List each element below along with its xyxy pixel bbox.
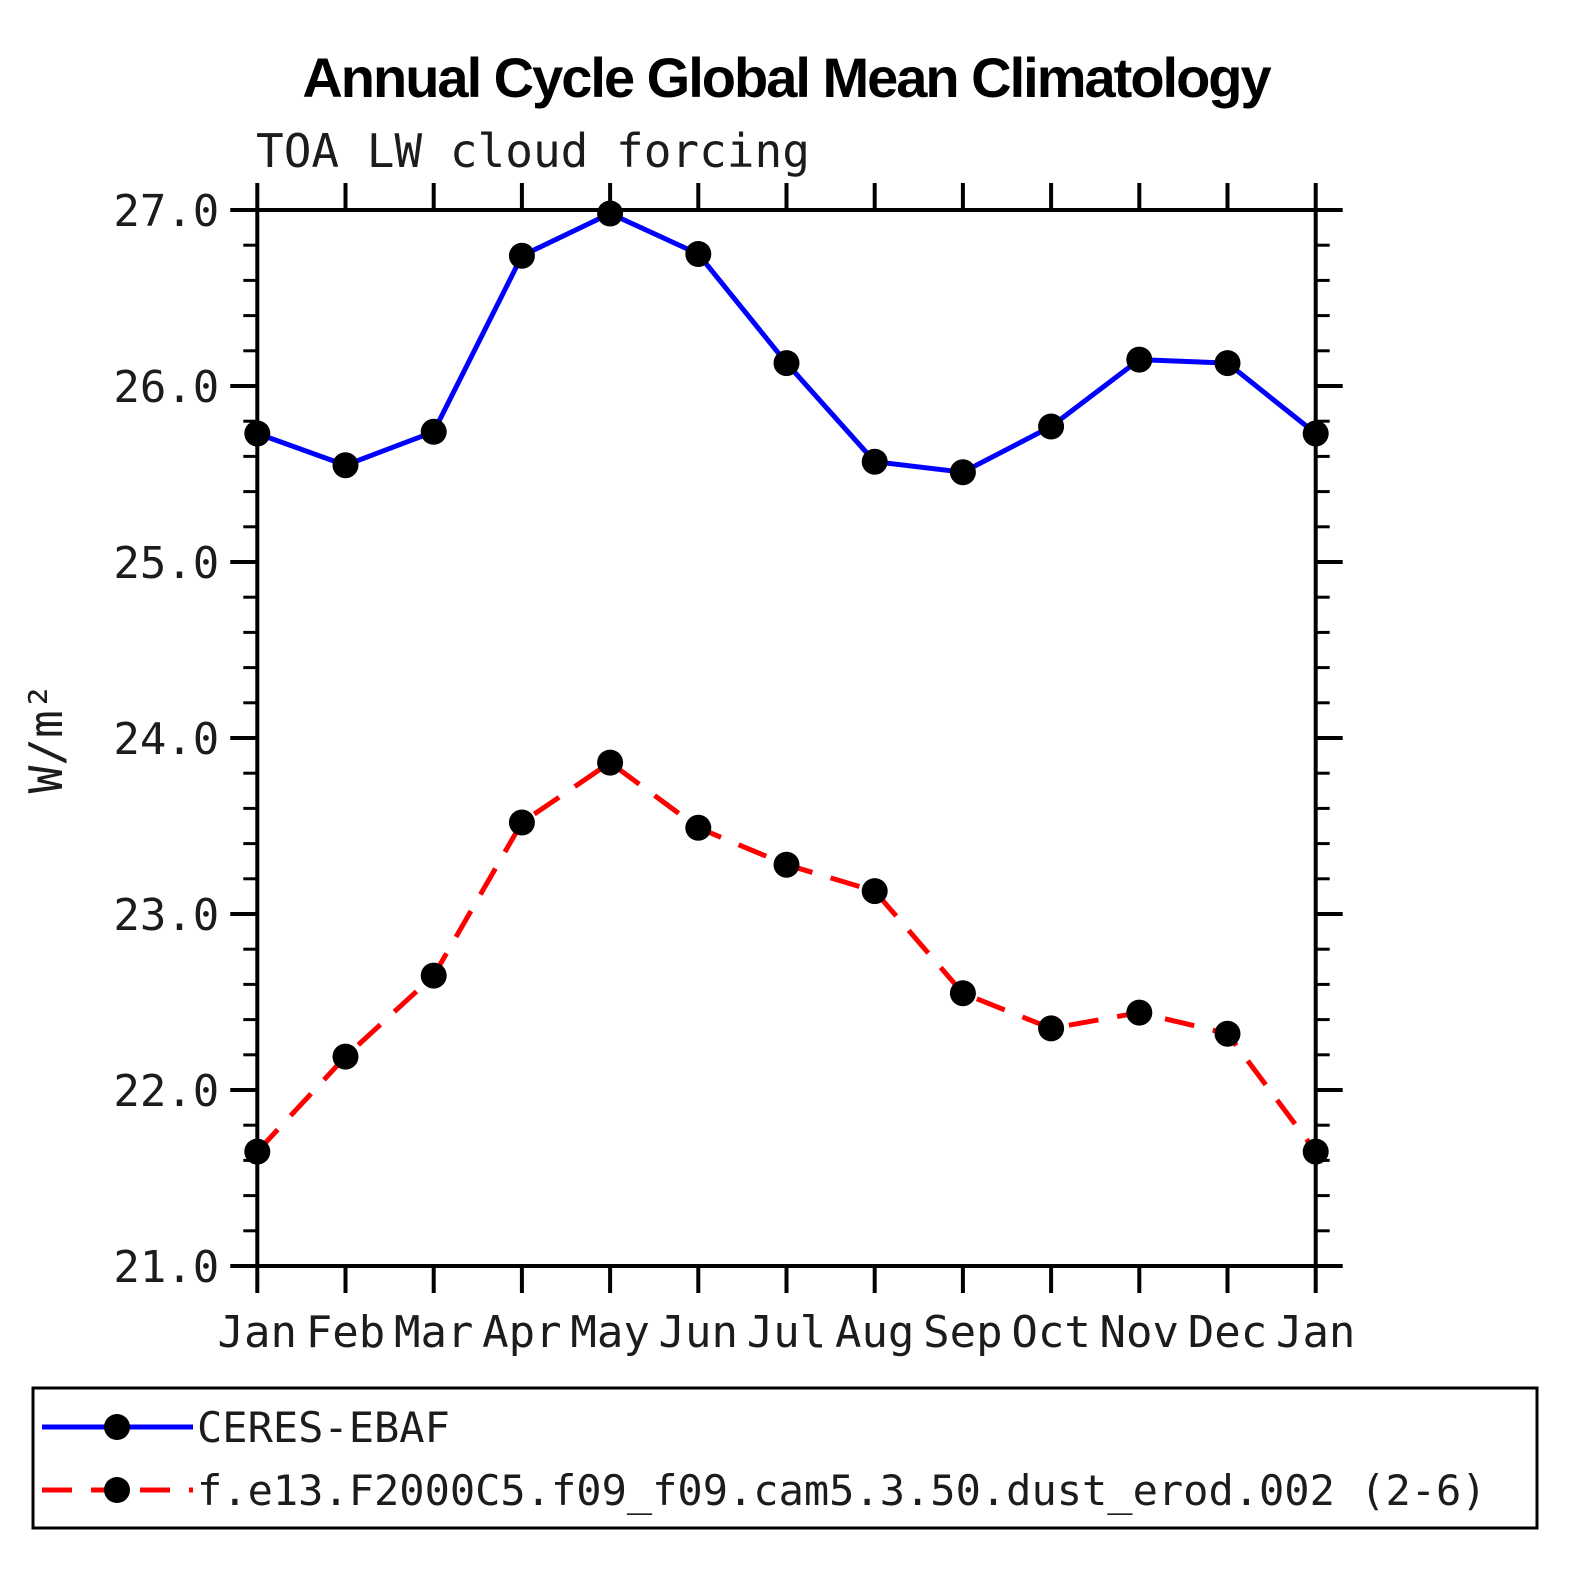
x-tick-label: Dec <box>1188 1307 1267 1358</box>
x-tick-label: Mar <box>394 1307 473 1358</box>
y-axis-label: W/m² <box>19 683 73 794</box>
data-point-marker <box>1302 420 1329 447</box>
x-tick-label: Jan <box>218 1307 297 1358</box>
data-point-marker <box>332 452 359 479</box>
y-tick-label: 25.0 <box>113 538 219 589</box>
data-point-marker <box>244 1138 271 1165</box>
x-tick-label: Sep <box>923 1307 1002 1358</box>
data-point-marker <box>1038 1015 1065 1042</box>
data-point-marker <box>244 420 271 447</box>
x-tick-label: Feb <box>306 1307 385 1358</box>
y-tick-label: 22.0 <box>113 1066 219 1117</box>
data-point-marker <box>332 1043 359 1070</box>
x-tick-label: Apr <box>482 1307 561 1358</box>
y-tick-label: 26.0 <box>113 362 219 413</box>
data-point-marker <box>685 814 712 841</box>
y-axis-ticks <box>230 208 1343 1268</box>
data-point-marker <box>420 418 447 445</box>
data-point-marker <box>597 749 624 776</box>
data-point-marker <box>773 350 800 377</box>
data-point-marker <box>861 878 888 905</box>
legend-marker-dot <box>104 1477 130 1503</box>
series-line <box>255 759 1318 1154</box>
plot-frame <box>255 208 1318 1268</box>
y-tick-label: 24.0 <box>113 714 219 765</box>
data-point-marker <box>1126 999 1153 1026</box>
series-line <box>256 210 1318 475</box>
data-point-marker <box>685 241 712 267</box>
data-point-marker <box>508 242 535 269</box>
data-point-marker <box>949 459 976 486</box>
data-point-marker <box>773 851 800 878</box>
legend-series-label: f.e13.F2000C5.f09_f09.cam5.3.50.dust_ero… <box>197 1466 1487 1515</box>
x-tick-label: Nov <box>1100 1307 1179 1358</box>
legend-box <box>31 1386 1539 1530</box>
data-point-marker <box>1038 413 1065 440</box>
x-tick-label: Jan <box>1276 1307 1355 1358</box>
data-point-marker <box>508 809 535 836</box>
data-point-marker <box>1214 350 1241 377</box>
data-point-marker <box>597 200 624 227</box>
data-point-marker <box>949 980 976 1007</box>
x-tick-label: Jul <box>747 1307 826 1358</box>
legend-marker-dot <box>104 1414 130 1440</box>
chart-subtitle: TOA LW cloud forcing <box>256 124 810 178</box>
x-tick-label: Jun <box>659 1307 738 1358</box>
y-tick-label: 21.0 <box>113 1242 219 1293</box>
series-markers <box>244 200 1329 1165</box>
data-point-marker <box>420 962 447 989</box>
y-tick-labels: 21.0 22.0 23.0 24.0 25.0 26.0 27.0 <box>113 186 219 1293</box>
legend-series-label: CERES-EBAF <box>197 1403 450 1452</box>
data-point-marker <box>1214 1020 1241 1047</box>
x-tick-label: Oct <box>1011 1307 1090 1358</box>
x-tick-label: May <box>570 1307 649 1358</box>
x-tick-label: Aug <box>835 1307 914 1358</box>
data-point-marker <box>1302 1138 1329 1165</box>
x-axis-ticks <box>255 183 1318 1293</box>
data-point-marker <box>861 448 888 475</box>
legend-entries: CERES-EBAF f.e13.F2000C5.f09_f09.cam5.3.5… <box>42 1403 1487 1515</box>
data-point-marker <box>1126 346 1153 373</box>
y-tick-label: 23.0 <box>113 890 219 941</box>
x-tick-labels: Jan Feb Mar Apr May Jun Jul Aug Sep Oct Nov Dec Jan <box>218 1307 1356 1358</box>
chart-title: Annual Cycle Global Mean Climatology <box>302 46 1271 109</box>
y-tick-label: 27.0 <box>113 186 219 237</box>
